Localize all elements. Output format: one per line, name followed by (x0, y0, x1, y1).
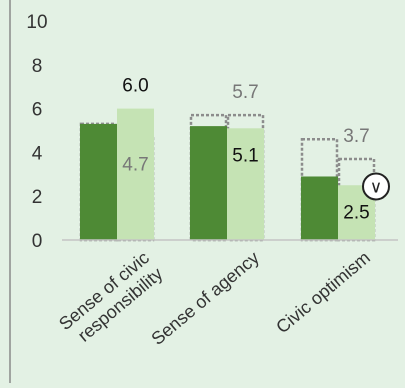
bars (80, 108, 375, 240)
bar (301, 176, 338, 240)
x-category-label: Civic optimism (272, 247, 374, 337)
y-tick-label: 6 (32, 100, 43, 121)
data-labels: 6.0 4.7 5.7 5.1 3.7 2.5 (122, 76, 369, 224)
bar (80, 123, 117, 240)
y-tick-label: 0 (32, 231, 43, 252)
bar (190, 126, 227, 240)
decline-chevron-icon: ∨ (370, 177, 382, 196)
y-tick-label: 4 (32, 143, 43, 164)
data-label: 4.7 (122, 154, 148, 175)
data-label: 5.7 (232, 82, 258, 103)
y-axis-ticks: 0 2 4 6 8 10 (26, 12, 47, 252)
y-tick-label: 2 (32, 187, 43, 208)
data-label: 6.0 (122, 76, 148, 97)
data-label: 2.5 (343, 203, 369, 224)
x-category-label: Sense of agency (147, 247, 263, 349)
y-tick-label: 8 (32, 56, 43, 77)
x-category-label-line: Civic optimism (272, 247, 374, 337)
data-label: 3.7 (343, 126, 369, 147)
bar (117, 108, 154, 240)
x-category-label-line: Sense of agency (147, 247, 263, 349)
data-label: 5.1 (232, 146, 258, 167)
marker-circle (362, 172, 390, 201)
decline-marker: ∨ (362, 172, 390, 201)
bar (227, 128, 264, 240)
y-tick-label: 10 (26, 12, 47, 33)
